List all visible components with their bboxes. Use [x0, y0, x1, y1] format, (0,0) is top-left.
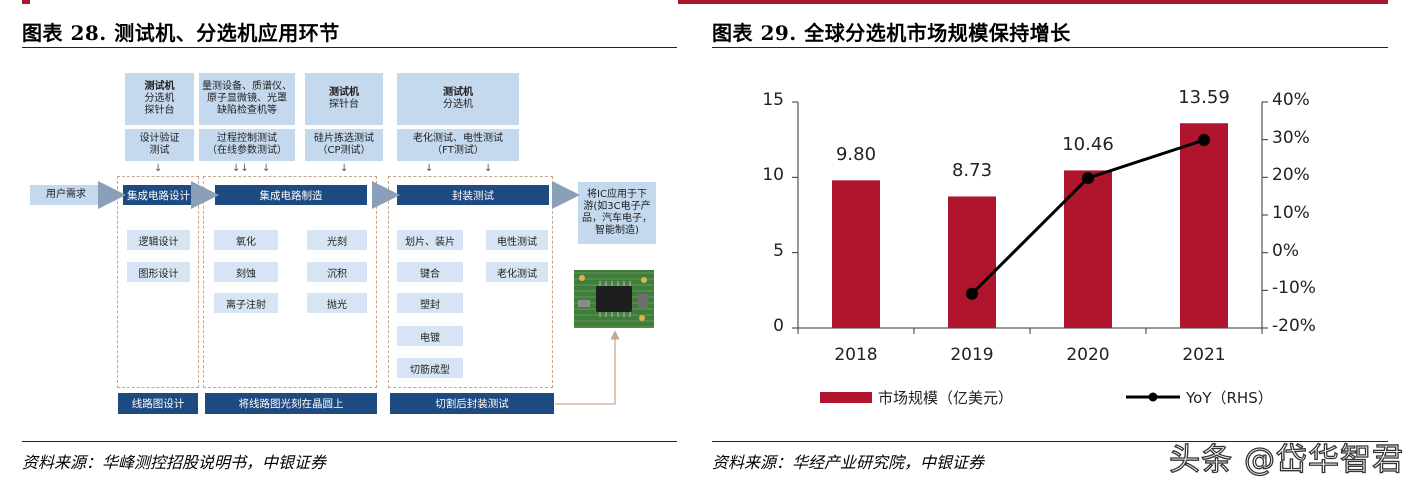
- stage-container-design: [117, 176, 199, 388]
- stage-design-header: 集成电路设计: [123, 185, 194, 205]
- legend-bar-label: 市场规模（亿美元）: [878, 389, 1014, 407]
- y2-tick-label: 10%: [1272, 203, 1310, 223]
- right-figure-title: 图表 29. 全球分选机市场规模保持增长: [712, 21, 1071, 45]
- watermark: 头条 @岱华智君: [1168, 441, 1404, 478]
- stage-container-manufacture: [203, 176, 377, 388]
- user-demand-box: 用户需求: [30, 185, 102, 205]
- stage-manufacture-header: 集成电路制造: [215, 185, 367, 205]
- left-title-rule: [22, 47, 677, 48]
- yoy-point: [1082, 172, 1094, 185]
- down-arrow-icon: ↓: [425, 163, 434, 174]
- bar: [948, 196, 996, 328]
- equipment-box-design: 测试机 分选机 探针台: [125, 73, 194, 125]
- y2-tick-label: 40%: [1272, 90, 1310, 110]
- manufacture-step: 沉积: [307, 262, 367, 282]
- y-tick-label: 5: [773, 240, 784, 261]
- bar: [1064, 170, 1112, 328]
- package-step: 电镀: [397, 326, 463, 346]
- down-arrow-icon: ↓: [340, 163, 349, 174]
- x-tick-label: 2019: [950, 345, 994, 365]
- design-step: 逻辑设计: [127, 230, 190, 250]
- yoy-point: [966, 287, 978, 300]
- package-step: 键合: [397, 262, 463, 282]
- down-arrow-icon: ↓: [484, 163, 493, 174]
- left-source-note: 资料来源：华峰测控招股说明书，中银证券: [22, 453, 327, 472]
- x-tick-label: 2020: [1066, 345, 1110, 365]
- down-arrow-icon: ↓↓: [232, 163, 249, 174]
- equipment-box-cp: 测试机 探针台: [305, 73, 383, 125]
- test-box-cp: 硅片拣选测试 （CP测试）: [305, 129, 383, 161]
- equipment-box-ft: 测试机 分选机: [397, 73, 519, 125]
- bar: [832, 180, 880, 328]
- x-tick-label: 2018: [834, 345, 878, 365]
- left-bottom-rule: [22, 441, 677, 442]
- package-step: 塑封: [397, 293, 463, 313]
- stage-package-header: 封装测试: [397, 185, 549, 205]
- y-tick-label: 0: [773, 316, 784, 336]
- down-arrow-icon: ↓: [154, 163, 163, 174]
- x-tick-label: 2021: [1182, 345, 1226, 365]
- equipment-box-process: 量测设备、质谱仪、 原子显微镜、光罩 缺陷检查机等: [199, 73, 295, 125]
- bottom-box-layout-design: 线路图设计: [118, 393, 198, 414]
- manufacture-step: 离子注射: [214, 293, 278, 313]
- test-box-process-control: 过程控制测试 （在线参数测试）: [199, 129, 295, 161]
- bar: [1180, 123, 1228, 328]
- bottom-box-cut-package-test: 切割后封装测试: [390, 393, 554, 414]
- y-tick-label: 15: [762, 90, 784, 110]
- stage-container-package: [388, 176, 553, 388]
- bar-value-label: 10.46: [1062, 134, 1114, 156]
- circuit-board-image: [574, 270, 654, 328]
- y2-tick-label: 20%: [1272, 165, 1310, 186]
- right-title-rule: [712, 47, 1388, 48]
- top-accent-rule-left: [22, 0, 30, 4]
- right-source-note: 资料来源：华经产业研究院，中银证券: [712, 453, 985, 472]
- manufacture-step: 光刻: [307, 230, 367, 250]
- chart-plot-area: [792, 101, 1268, 334]
- down-arrow-icon: ↓: [262, 163, 271, 174]
- y2-tick-label: -20%: [1272, 316, 1316, 336]
- y2-tick-label: 30%: [1272, 127, 1310, 148]
- y2-tick-label: 0%: [1272, 240, 1299, 261]
- bar-value-label: 9.80: [835, 144, 877, 166]
- flow-arrows: [98, 181, 620, 405]
- right-bottom-rule: [712, 441, 1388, 442]
- bar-value-label: 8.73: [951, 160, 993, 182]
- test-box-design-verify: 设计验证 测试: [125, 129, 194, 161]
- top-accent-rule-right: [678, 0, 1388, 4]
- manufacture-step: 抛光: [307, 293, 367, 313]
- legend-bar-swatch: [820, 392, 872, 403]
- yoy-point: [1198, 134, 1210, 147]
- bottom-box-lithography: 将线路图光刻在晶圆上: [205, 393, 377, 414]
- downstream-application-box: 将IC应用于下 游(如3C电子产 品，汽车电子， 智能制造): [578, 182, 656, 244]
- legend-line-label: YoY（RHS）: [1186, 389, 1273, 407]
- package-step: 切筋成型: [397, 358, 463, 378]
- package-step: 老化测试: [486, 262, 548, 282]
- bar-value-label: 13.59: [1178, 87, 1230, 109]
- left-figure-title: 图表 28. 测试机、分选机应用环节: [22, 21, 340, 45]
- y2-tick-label: -10%: [1272, 278, 1316, 299]
- design-step: 图形设计: [127, 262, 190, 282]
- manufacture-step: 氧化: [214, 230, 278, 250]
- test-box-ft: 老化测试、电性测试 （FT测试）: [397, 129, 519, 161]
- legend-line-swatch: [1126, 392, 1180, 402]
- manufacture-step: 刻蚀: [214, 262, 278, 282]
- package-step: 划片、装片: [397, 230, 463, 250]
- return-arrow-icon: [555, 330, 620, 405]
- y-tick-label: 10: [762, 165, 784, 186]
- package-step: 电性测试: [486, 230, 548, 250]
